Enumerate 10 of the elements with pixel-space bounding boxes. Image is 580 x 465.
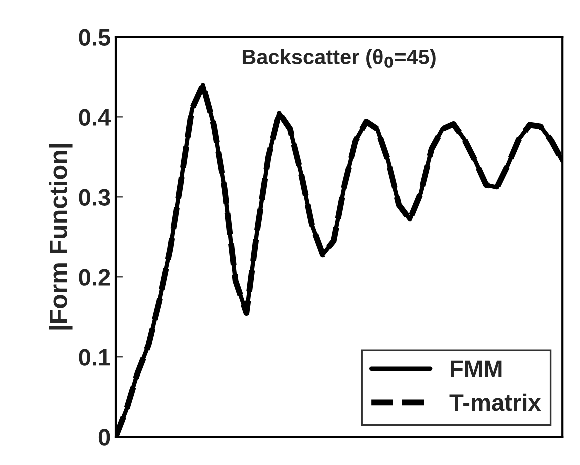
y-tick-label: 0.5 <box>79 29 110 46</box>
y-tick-label: 0.1 <box>79 349 110 366</box>
legend-label: T-matrix <box>450 394 542 412</box>
legend-label: FMM <box>451 360 502 378</box>
y-tick-label: 0.4 <box>79 109 112 126</box>
y-tick-label: 0.3 <box>79 189 110 206</box>
text: Backscatter (θ$_{0}$=45) <box>242 49 436 69</box>
y-tick-label: 0 <box>98 429 110 446</box>
y-axis-title: |Form Function| <box>49 144 73 330</box>
y-tick-label: 0.2 <box>79 269 110 286</box>
